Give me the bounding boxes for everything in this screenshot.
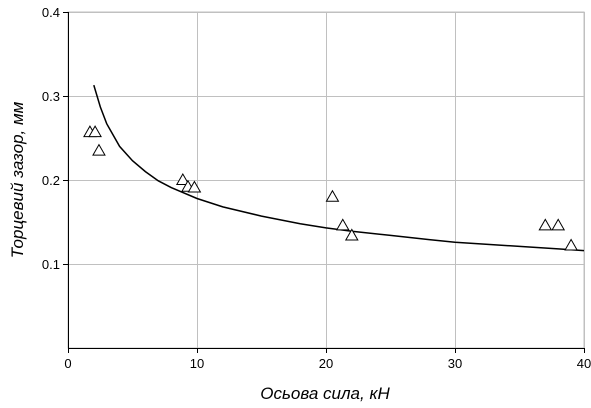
x-tick-label: 0 [64,356,71,371]
y-tick-label: 0.2 [42,173,60,188]
fit-line [93,84,585,252]
data-point-triangle [538,218,553,231]
data-point-triangle [551,218,566,231]
y-tick-label: 0.4 [42,5,60,20]
data-point-triangle [325,189,340,202]
data-point-triangle [88,125,102,138]
x-tick-label: 10 [190,356,204,371]
y-axis-title: Торцевий зазор, мм [8,101,27,258]
data-point-triangle [187,180,202,193]
tick-labels: 0 10 20 30 40 0.1 0.2 0.3 0.4 [42,5,591,371]
x-tick-label: 30 [448,356,462,371]
data-point-triangle [344,228,359,241]
data-point-triangle [175,172,190,185]
data-point-triangle [335,218,350,231]
x-tick-label: 40 [577,356,591,371]
y-tick-label: 0.3 [42,89,60,104]
points-group [83,125,578,251]
fit-line-group [93,84,585,252]
data-point-triangle [564,238,578,251]
y-tick-label: 0.1 [42,257,60,272]
axes [63,12,585,353]
data-point-triangle [92,143,106,156]
x-tick-label: 20 [319,356,333,371]
x-axis-title: Осьова сила, кН [260,384,390,403]
grid [67,11,585,349]
